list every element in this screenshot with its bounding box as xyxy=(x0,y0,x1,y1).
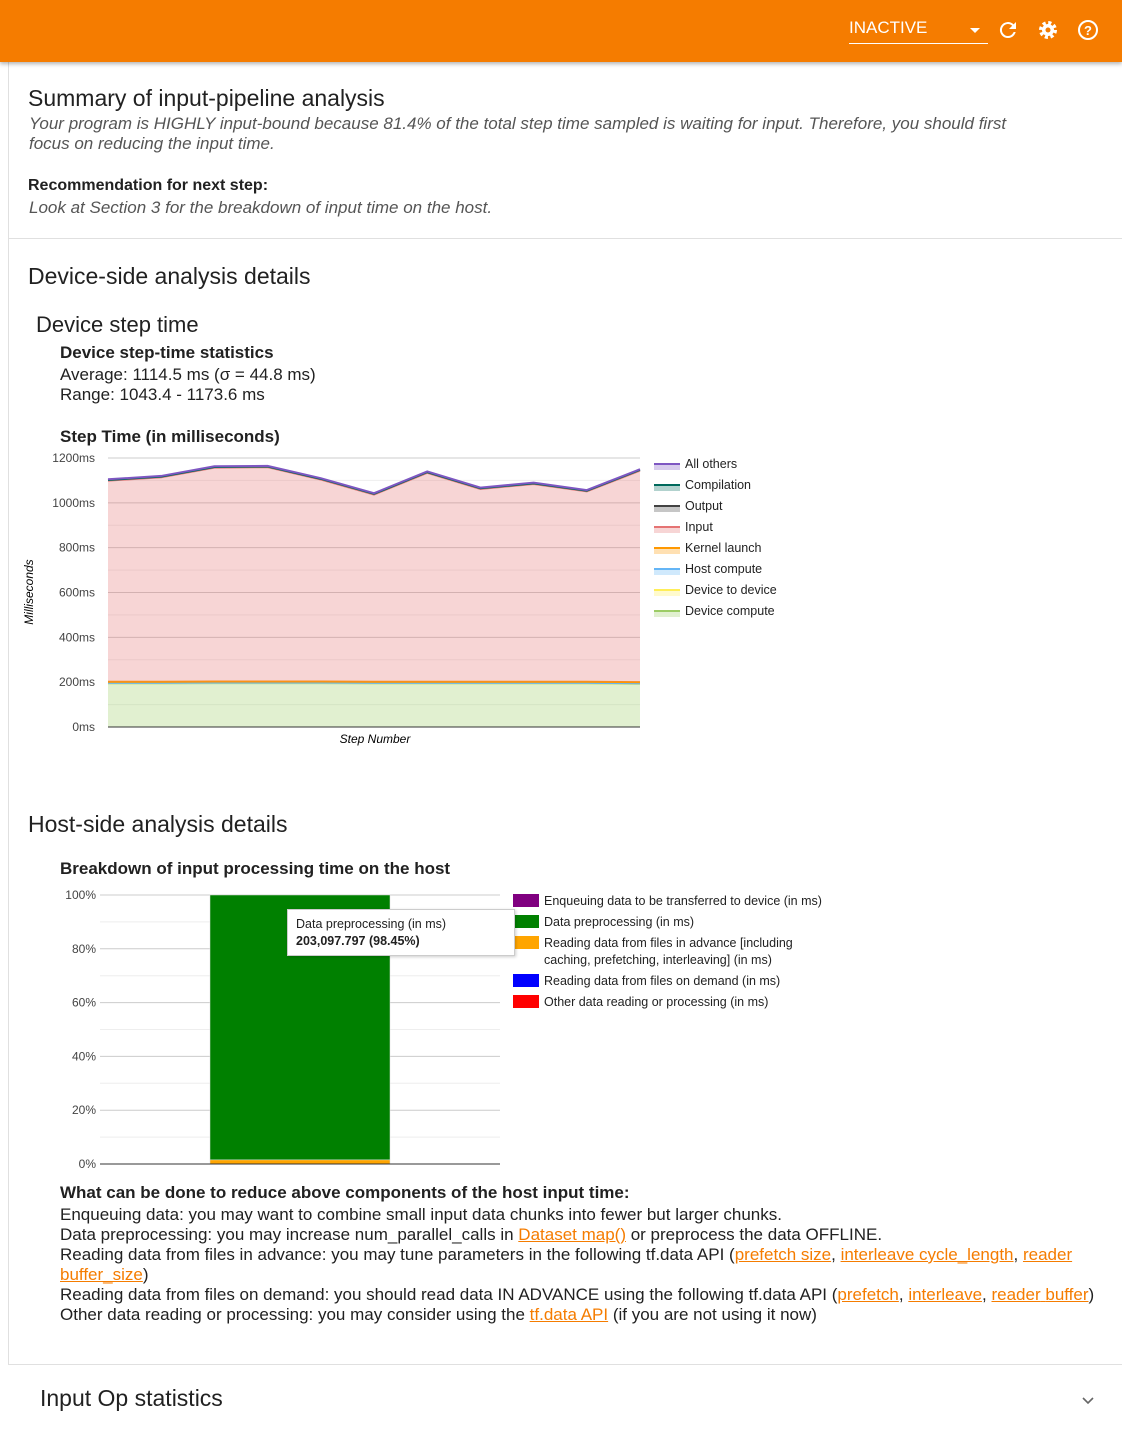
recommendation-text: Look at Section 3 for the breakdown of i… xyxy=(29,198,493,217)
host-title: Host-side analysis details xyxy=(28,811,288,837)
y-tick-label: 400ms xyxy=(59,630,95,644)
legend-item: Reading data from files in advance [incl… xyxy=(544,936,793,950)
legend-swatch xyxy=(654,610,680,617)
legend-item: Compilation xyxy=(685,478,751,492)
y-tick-label: 100% xyxy=(65,888,96,902)
legend-swatch xyxy=(513,915,539,928)
top-bar: INACTIVE ? xyxy=(0,0,1122,62)
legend-item: Output xyxy=(685,499,723,513)
caret-down-icon xyxy=(970,28,980,33)
x-axis-label: Step Number xyxy=(340,732,412,746)
stats-title: Device step-time statistics xyxy=(60,343,274,362)
line-host-compute xyxy=(108,681,641,685)
y-tick-label: 80% xyxy=(72,942,96,956)
stats-average: Average: 1114.5 ms (σ = 44.8 ms) xyxy=(60,365,316,384)
advice-demand: Reading data from files on demand: you s… xyxy=(60,1285,1095,1304)
legend-swatch xyxy=(513,894,539,907)
y-tick-label: 40% xyxy=(72,1049,96,1063)
legend-swatch xyxy=(513,936,539,949)
y-axis-label: Milliseconds xyxy=(22,559,36,624)
reader-buffer-link[interactable]: reader buffer xyxy=(991,1285,1089,1304)
legend-item: Device to device xyxy=(685,583,777,597)
area-device-compute xyxy=(108,683,640,727)
step-time-chart: 0ms 200ms 400ms 600ms 800ms 1000ms 1200ms Step … xyxy=(22,451,777,746)
prefetch-size-link[interactable]: prefetch size xyxy=(734,1245,832,1264)
legend-swatch xyxy=(654,547,680,554)
advice-other: Other data reading or processing: you ma… xyxy=(60,1305,817,1324)
advice-enqueue: Enqueuing data: you may want to combine … xyxy=(60,1205,782,1224)
summary-title: Summary of input-pipeline analysis xyxy=(28,85,385,111)
legend-swatch xyxy=(654,484,680,491)
summary-text: Your program is HIGHLY input-bound becau… xyxy=(29,114,1007,133)
line-kernel-launch xyxy=(108,680,641,684)
y-tick-label: 200ms xyxy=(59,675,95,689)
advice-title: What can be done to reduce above compone… xyxy=(60,1183,630,1202)
dataset-map-link[interactable]: Dataset map() xyxy=(518,1225,626,1244)
step-chart-title: Step Time (in milliseconds) xyxy=(60,427,280,446)
interleave-link[interactable]: interleave xyxy=(908,1285,983,1304)
legend-item: Device compute xyxy=(685,604,775,618)
tooltip-label: Data preprocessing (in ms) xyxy=(296,917,447,931)
interleave-cycle-link[interactable]: interleave cycle_length xyxy=(840,1245,1014,1264)
recommendation-label: Recommendation for next step: xyxy=(28,177,269,194)
tooltip-value: 203,097.797 (98.45%) xyxy=(296,934,420,948)
legend-swatch xyxy=(513,974,539,987)
status-select[interactable]: INACTIVE xyxy=(849,18,988,44)
tfdata-api-link[interactable]: tf.data API xyxy=(529,1305,609,1324)
chevron-down-icon[interactable] xyxy=(1080,1392,1096,1408)
legend-swatch xyxy=(654,463,680,470)
bar-segment xyxy=(209,1159,391,1165)
y-tick-label: 800ms xyxy=(59,541,95,555)
y-tick-label: 0% xyxy=(79,1157,97,1171)
legend-swatch xyxy=(654,589,680,596)
legend-item: Kernel launch xyxy=(685,541,761,555)
advice-advance: Reading data from files in advance: you … xyxy=(60,1245,1073,1284)
host-chart-title: Breakdown of input processing time on th… xyxy=(60,859,451,878)
stats-range: Range: 1043.4 - 1173.6 ms xyxy=(60,385,265,404)
summary-card xyxy=(8,62,1122,239)
device-title: Device-side analysis details xyxy=(28,263,311,289)
summary-text-cont: focus on reducing the input time. xyxy=(29,134,275,153)
advice-list: Enqueuing data: you may want to combine … xyxy=(60,1205,1105,1325)
y-tick-label: 60% xyxy=(72,996,96,1010)
legend-item: caching, prefetching, interleaving] (in … xyxy=(544,953,772,967)
legend-item: Host compute xyxy=(685,562,762,576)
y-tick-label: 600ms xyxy=(59,586,95,600)
svg-text:?: ? xyxy=(1084,23,1092,38)
legend-swatch xyxy=(513,995,539,1008)
line-all-others xyxy=(107,464,641,495)
legend-item: All others xyxy=(685,457,737,471)
analysis-card xyxy=(8,239,1122,1365)
prefetch-link[interactable]: prefetch xyxy=(837,1285,899,1304)
y-tick-label: 0ms xyxy=(72,720,95,734)
settings-icon[interactable] xyxy=(1036,18,1060,42)
y-tick-label: 20% xyxy=(72,1103,96,1117)
status-select-value: INACTIVE xyxy=(849,18,928,37)
legend-swatch xyxy=(654,505,680,512)
reader-buffer-size-link[interactable]: reader buffer_size xyxy=(60,1245,1073,1284)
legend-item: Enqueuing data to be transferred to devi… xyxy=(544,894,822,908)
device-step-time-title: Device step time xyxy=(36,312,199,337)
input-op-title[interactable]: Input Op statistics xyxy=(40,1385,223,1411)
legend-item: Reading data from files on demand (in ms… xyxy=(544,974,780,988)
legend-item: Other data reading or processing (in ms) xyxy=(544,995,768,1009)
help-icon[interactable]: ? xyxy=(1076,18,1100,42)
legend-swatch xyxy=(654,568,680,575)
y-tick-label: 1200ms xyxy=(52,451,95,465)
advice-preprocess: Data preprocessing: you may increase num… xyxy=(60,1225,883,1244)
area-input xyxy=(108,467,640,683)
y-tick-label: 1000ms xyxy=(52,496,95,510)
chart-tooltip: Data preprocessing (in ms) 203,097.797 (9… xyxy=(287,909,515,956)
refresh-icon[interactable] xyxy=(996,18,1020,42)
legend-item: Data preprocessing (in ms) xyxy=(544,915,694,929)
legend-item: Input xyxy=(685,520,713,534)
legend-swatch xyxy=(654,526,680,533)
